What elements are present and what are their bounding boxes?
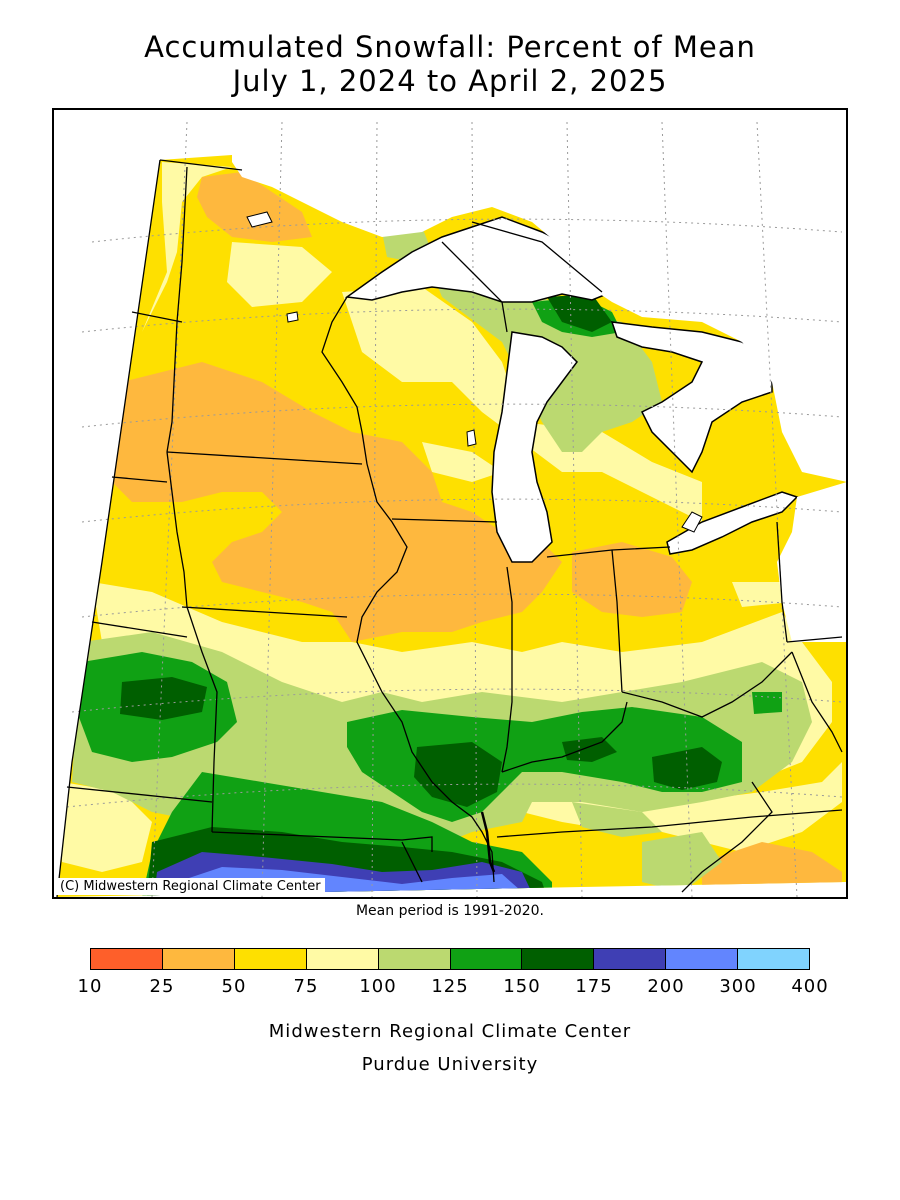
contour-150-175 [562,737,617,762]
legend-tick-label: 100 [359,976,397,997]
legend-swatch [449,948,523,970]
legend-swatch [665,948,739,970]
footer-organization: Midwestern Regional Climate Center [268,1021,632,1042]
contour-25-50 [197,172,312,242]
outside-domain-north [232,110,846,482]
contour-25-50 [112,362,562,642]
copyright-label: (C) Midwestern Regional Climate Center [56,878,325,895]
snowfall-map: (C) Midwestern Regional Climate Center [52,108,848,899]
legend-swatch [521,948,595,970]
legend-swatch [233,948,307,970]
map-subtitle-date-range: July 1, 2024 to April 2, 2025 [232,64,668,98]
lake-st-clair [681,511,703,533]
legend-swatch [90,948,163,970]
great-lakes [232,110,846,642]
legend-tick-label: 175 [575,976,613,997]
snowfall-map-canvas [56,110,846,897]
legend-tick-label: 300 [719,976,757,997]
contour-75-100 [732,582,792,607]
legend-tick-label: 50 [221,976,247,997]
contour-75-100 [62,782,152,872]
contour-75-100 [227,242,332,307]
legend-tick-label: 125 [431,976,469,997]
mean-period-note: Mean period is 1991-2020. [355,903,545,919]
contour-75-100 [342,287,702,522]
contour-25-50 [572,542,692,617]
map-title: Accumulated Snowfall: Percent of Mean [144,30,756,64]
outside-domain-east [777,482,846,642]
contour-75-100 [522,762,842,852]
legend-tick-label: 25 [149,976,175,997]
lake-erie [666,491,799,555]
contour-75-100 [422,442,502,482]
legend-tick-label: 200 [647,976,685,997]
contour-125-150 [752,692,782,714]
small-lakes [246,211,477,447]
color-legend [90,948,811,970]
contour-75-100 [142,162,232,332]
legend-swatch [737,948,811,970]
lake-michigan [491,331,578,563]
legend-swatch [377,948,451,970]
legend-tick-label: 75 [293,976,319,997]
legend-tick-label: 10 [77,976,103,997]
legend-swatch [593,948,667,970]
contour-150-175 [547,294,612,332]
contour-150-175 [414,742,502,807]
legend-tick-label: 400 [791,976,829,997]
legend-swatch [305,948,379,970]
contour-150-175 [652,747,722,790]
lat-lon-grid [66,121,843,897]
footer-university: Purdue University [361,1054,539,1075]
legend-swatch [161,948,235,970]
legend-tick-label: 150 [503,976,541,997]
legend-tick-labels: 10 25 50 75 100 125 150 175 200 300 400 [78,976,828,1000]
state-boundaries [56,159,843,897]
contour-100-125 [642,832,722,892]
contour-150-175 [120,677,207,720]
